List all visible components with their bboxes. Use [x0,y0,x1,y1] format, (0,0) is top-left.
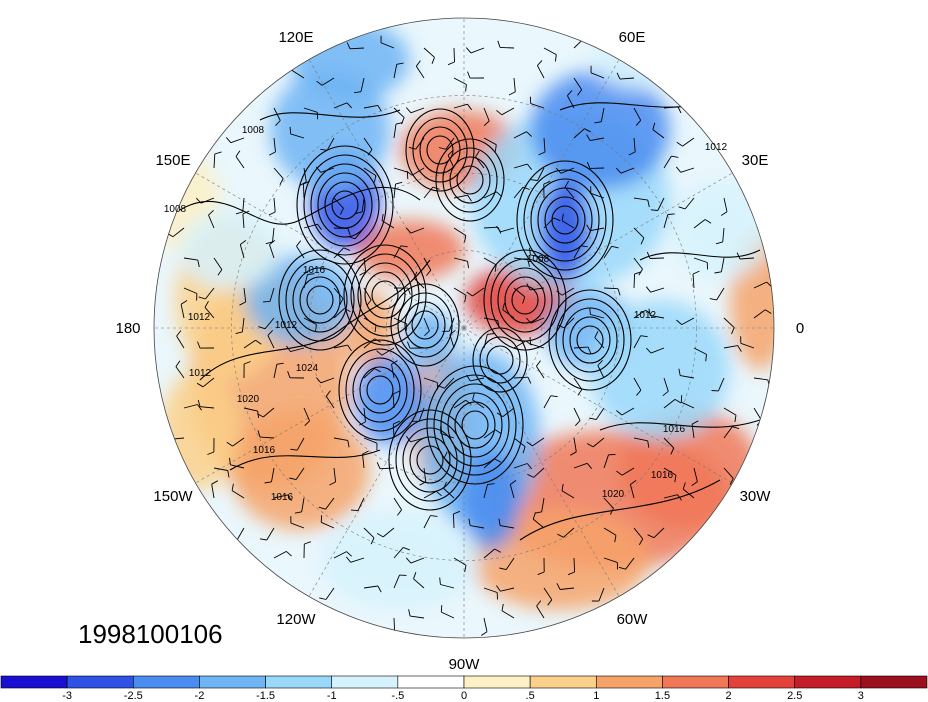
colorbar-swatch [0,675,68,689]
longitude-label: 120E [278,29,313,46]
colorbar-swatch [463,675,531,689]
isobar-label: 1024 [296,363,319,374]
colorbar-tick-label: 1.5 [655,690,670,702]
longitude-label: 150W [153,488,193,505]
colorbar-tick-label: -1.5 [256,690,275,702]
colorbar-swatch [331,675,399,689]
isobar-label: 1020 [602,489,625,500]
colorbar-tick-label: -2.5 [124,690,143,702]
colorbar-tick-label: 2 [726,690,732,702]
longitude-label: 180 [115,320,140,337]
colorbar-tick-label: -1 [327,690,337,702]
longitude-label: 30W [740,488,772,505]
longitude-label: 60E [619,29,646,46]
isobar-label: 1016 [271,492,294,503]
colorbar-tick-label: 2.5 [787,690,802,702]
colorbar-swatch [728,675,796,689]
longitude-label: 120W [276,611,316,628]
isobar-label: 1008 [164,204,187,215]
isobar-label: 1016 [303,265,326,276]
colorbar-swatch [595,675,663,689]
isobar-label: 1016 [651,470,674,481]
isobar-label: 1016 [253,445,276,456]
isobar-label: 1008 [242,125,265,136]
longitude-label: 30E [742,152,769,169]
colorbar-tick-label: 0 [461,690,467,702]
isobar-label: 1016 [663,424,686,435]
isobar-label: 1012 [634,310,657,321]
isobar-label: 1012 [705,142,728,153]
longitude-label: 90W [449,656,481,673]
lat-lon-grid [154,18,774,638]
isobar-label: 1020 [237,394,260,405]
colorbar-tick-label: 3 [858,690,864,702]
date-stamp: 1998100106 [78,619,223,649]
colorbar: -3 -2.5 -2 -1.5 -1 -.5 0 .5 1 1.5 2 2.5 3 [0,675,928,702]
colorbar-swatch [662,675,729,689]
colorbar-tick-label: -2 [195,690,205,702]
longitude-label: 150E [155,152,190,169]
map-disc [153,17,775,639]
colorbar-tick-label: 1 [593,690,599,702]
isobar-label: 1012 [188,312,211,323]
isobar-label: 1012 [275,320,298,331]
wind-barbs [166,35,773,636]
colorbar-swatch [132,675,200,689]
isobar-label: 1012 [189,368,212,379]
colorbar-swatch [66,675,134,689]
longitude-label: 60W [617,611,649,628]
longitude-labels: 90E 60E 30E 0 30W 60W 90W 120W 150W 180 150E 120E [115,0,804,673]
colorbar-tick-label: -.5 [391,690,404,702]
colorbar-swatch [794,675,862,689]
colorbar-swatch [397,675,465,689]
colorbar-swatch [529,675,597,689]
longitude-label: 0 [796,320,804,337]
longitude-label: 90E [451,0,478,1]
colorbar-tick-label: -3 [62,690,72,702]
colorbar-swatch [265,675,333,689]
isobar-labels: 1008 1008 1008 1012 1012 1012 1012 1012 1016 1016… [164,125,728,503]
colorbar-swatch [199,675,266,689]
colorbar-swatch [860,675,928,689]
isobar-label: 1008 [527,254,550,265]
colorbar-tick-label: .5 [526,690,535,702]
